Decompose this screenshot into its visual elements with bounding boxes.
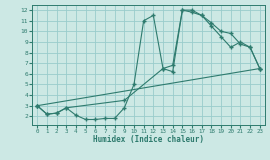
X-axis label: Humidex (Indice chaleur): Humidex (Indice chaleur) <box>93 135 204 144</box>
